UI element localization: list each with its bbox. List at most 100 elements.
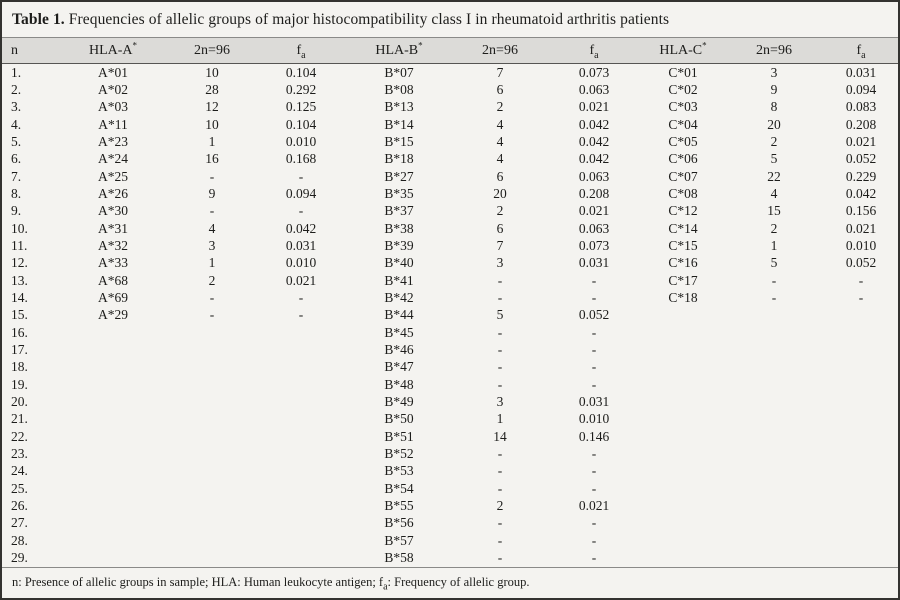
hla-a-count-cell bbox=[166, 532, 258, 549]
fa-subscript: a bbox=[594, 49, 599, 61]
table-row: 24. B*53 - - bbox=[2, 463, 898, 480]
hla-c-frequency-cell: 0.042 bbox=[845, 186, 877, 201]
hla-c-frequency-cell bbox=[824, 480, 898, 497]
hla-c-frequency-cell bbox=[824, 307, 898, 324]
hla-b-count-cell: - bbox=[497, 341, 503, 357]
hla-a-count-cell bbox=[166, 515, 258, 532]
hla-a-allele-cell bbox=[60, 549, 166, 567]
row-number-cell: 28. bbox=[11, 532, 28, 548]
hla-c-count-cell bbox=[724, 480, 824, 497]
row-number-cell: 25. bbox=[11, 480, 28, 496]
hla-c-allele-cell bbox=[642, 532, 724, 549]
column-header-hla-b: HLA-B* bbox=[344, 38, 454, 64]
table-row: 11. A*32 3 0.031 B*39 7 0.073 C*15 1 0.0… bbox=[2, 237, 898, 254]
table-row: 6. A*24 16 0.168 B*18 4 0.042 C*06 5 0.0… bbox=[2, 151, 898, 168]
hla-b-frequency-cell: 0.010 bbox=[578, 411, 610, 427]
hla-c-count-cell: 4 bbox=[770, 186, 778, 201]
row-number-cell: 27. bbox=[11, 515, 28, 531]
hla-b-count-cell: - bbox=[497, 289, 503, 305]
hla-c-frequency-cell: - bbox=[858, 272, 864, 288]
row-number-cell: 12. bbox=[11, 255, 28, 271]
hla-b-frequency-cell: 0.021 bbox=[578, 99, 610, 115]
hla-c-frequency-cell bbox=[824, 359, 898, 376]
hla-b-frequency-cell: - bbox=[591, 515, 597, 531]
hla-b-allele-cell: B*49 bbox=[384, 393, 414, 409]
hla-c-frequency-cell: 0.010 bbox=[845, 237, 877, 253]
hla-c-allele-cell bbox=[642, 393, 724, 410]
hla-b-frequency-cell: 0.073 bbox=[578, 237, 610, 253]
hla-b-allele-cell: B*27 bbox=[384, 168, 414, 184]
hla-c-count-cell: 8 bbox=[770, 99, 778, 115]
footnote-f-subscript: a bbox=[383, 581, 388, 593]
hla-a-count-cell bbox=[166, 393, 258, 410]
hla-c-count-cell bbox=[724, 359, 824, 376]
hla-c-allele-cell: C*14 bbox=[668, 220, 698, 236]
hla-frequency-table: n HLA-A* 2n=96 fa HLA-B* 2n=96 fa HLA-C*… bbox=[2, 38, 898, 567]
footnote-text-1: n: Presence of allelic groups in sample;… bbox=[12, 575, 379, 589]
hla-b-count-cell: 7 bbox=[496, 237, 504, 253]
hla-b-count-cell: 4 bbox=[496, 151, 504, 167]
hla-b-allele-cell: B*56 bbox=[384, 515, 414, 531]
hla-c-allele-cell: C*02 bbox=[668, 82, 698, 98]
hla-c-count-cell bbox=[724, 376, 824, 393]
table-row: 1. A*01 10 0.104 B*07 7 0.073 C*01 3 0.0… bbox=[2, 64, 898, 82]
hla-c-frequency-cell bbox=[824, 324, 898, 341]
column-header-2n96-a: 2n=96 bbox=[166, 38, 258, 64]
hla-c-count-cell bbox=[724, 515, 824, 532]
hla-b-count-cell: 20 bbox=[493, 186, 507, 201]
header-row: n HLA-A* 2n=96 fa HLA-B* 2n=96 fa HLA-C*… bbox=[2, 38, 898, 64]
hla-b-frequency-cell: 0.042 bbox=[578, 116, 610, 132]
hla-b-frequency-cell: 0.031 bbox=[578, 393, 610, 409]
hla-a-count-cell bbox=[166, 428, 258, 445]
hla-c-frequency-cell bbox=[824, 515, 898, 532]
hla-a-count-cell: 16 bbox=[205, 151, 219, 167]
hla-a-frequency-cell: - bbox=[298, 168, 304, 184]
hla-a-count-cell bbox=[166, 445, 258, 462]
hla-c-count-cell: 15 bbox=[767, 203, 781, 219]
hla-a-count-cell: 28 bbox=[205, 82, 219, 98]
hla-a-frequency-cell bbox=[258, 480, 344, 497]
row-number-cell: 21. bbox=[11, 411, 28, 427]
hla-a-frequency-cell: 0.010 bbox=[285, 134, 317, 150]
row-number-cell: 18. bbox=[11, 359, 28, 375]
hla-b-frequency-cell: 0.208 bbox=[578, 186, 610, 201]
hla-c-frequency-cell: 0.083 bbox=[845, 99, 877, 115]
hla-c-allele-cell: C*17 bbox=[668, 272, 698, 288]
column-header-fa-a: fa bbox=[258, 38, 344, 64]
hla-a-count-cell bbox=[166, 411, 258, 428]
hla-a-count-cell: 1 bbox=[208, 134, 216, 150]
row-number-cell: 3. bbox=[11, 99, 22, 115]
hla-c-frequency-cell: 0.052 bbox=[845, 255, 877, 271]
hla-a-frequency-cell: - bbox=[298, 289, 304, 305]
hla-a-frequency-cell: 0.021 bbox=[285, 272, 317, 288]
row-number-cell: 26. bbox=[11, 497, 28, 513]
hla-c-count-cell bbox=[724, 307, 824, 324]
hla-c-count-cell: - bbox=[771, 272, 777, 288]
hla-c-allele-cell bbox=[642, 549, 724, 567]
hla-b-frequency-cell: - bbox=[591, 376, 597, 392]
hla-c-frequency-cell bbox=[824, 532, 898, 549]
hla-a-count-cell bbox=[166, 497, 258, 514]
hla-b-allele-cell: B*50 bbox=[384, 411, 414, 427]
hla-a-frequency-cell bbox=[258, 445, 344, 462]
table-row: 19. B*48 - - bbox=[2, 376, 898, 393]
hla-c-count-cell bbox=[724, 324, 824, 341]
hla-b-allele-cell: B*52 bbox=[384, 445, 414, 461]
table-row: 7. A*25 - - B*27 6 0.063 C*07 22 0.229 bbox=[2, 168, 898, 185]
row-number-cell: 22. bbox=[11, 428, 28, 444]
hla-b-count-cell: - bbox=[497, 272, 503, 288]
hla-b-allele-cell: B*54 bbox=[384, 480, 414, 496]
hla-b-frequency-cell: 0.042 bbox=[578, 134, 610, 150]
hla-c-allele-cell: C*06 bbox=[668, 151, 698, 167]
row-number-cell: 23. bbox=[11, 445, 28, 461]
column-header-hla-c: HLA-C* bbox=[642, 38, 724, 64]
hla-a-frequency-cell bbox=[258, 428, 344, 445]
hla-b-frequency-cell: 0.063 bbox=[578, 82, 610, 98]
hla-c-frequency-cell bbox=[824, 411, 898, 428]
hla-a-count-cell: 12 bbox=[205, 99, 219, 115]
hla-a-allele-cell bbox=[60, 411, 166, 428]
asterisk-superscript: * bbox=[418, 39, 423, 50]
hla-c-frequency-cell: 0.052 bbox=[845, 151, 877, 167]
hla-b-frequency-cell: - bbox=[591, 550, 597, 566]
